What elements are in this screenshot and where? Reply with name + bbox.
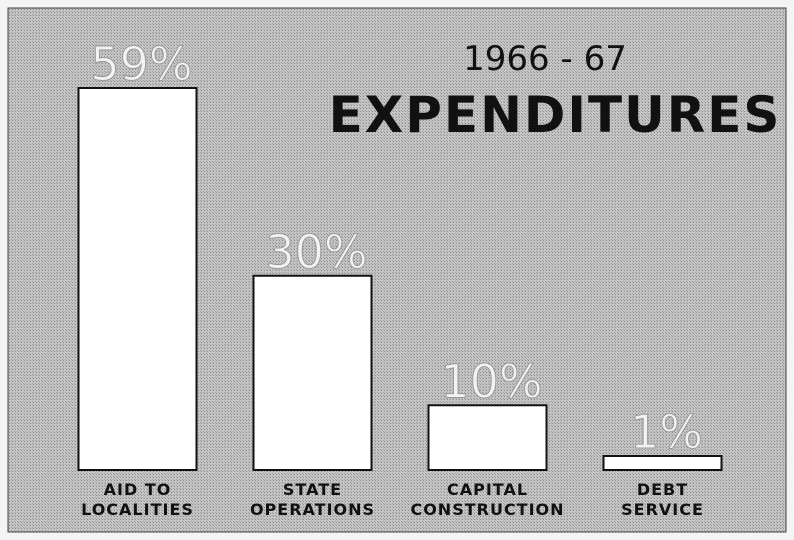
chart: 1966 - 67 EXPENDITURES 59% 30% 10% 1% (0, 0, 794, 540)
value-label: 30% (265, 225, 367, 279)
value-label: 59% (90, 37, 192, 91)
chart-title: EXPENDITURES (329, 86, 782, 144)
value-label: 1% (630, 405, 703, 459)
category-label: STATE OPERATIONS (228, 480, 398, 520)
page: 1966 - 67 EXPENDITURES 59% 30% 10% 1% AID T… (0, 0, 794, 540)
chart-subtitle: 1966 - 67 (463, 39, 627, 79)
bar (429, 405, 547, 470)
value-label: 10% (440, 354, 542, 408)
category-label: CAPITAL CONSTRUCTION (403, 480, 573, 520)
bar (254, 276, 372, 470)
bar (79, 88, 197, 470)
category-label: AID TO LOCALITIES (53, 480, 223, 520)
category-label: DEBT SERVICE (578, 480, 748, 520)
